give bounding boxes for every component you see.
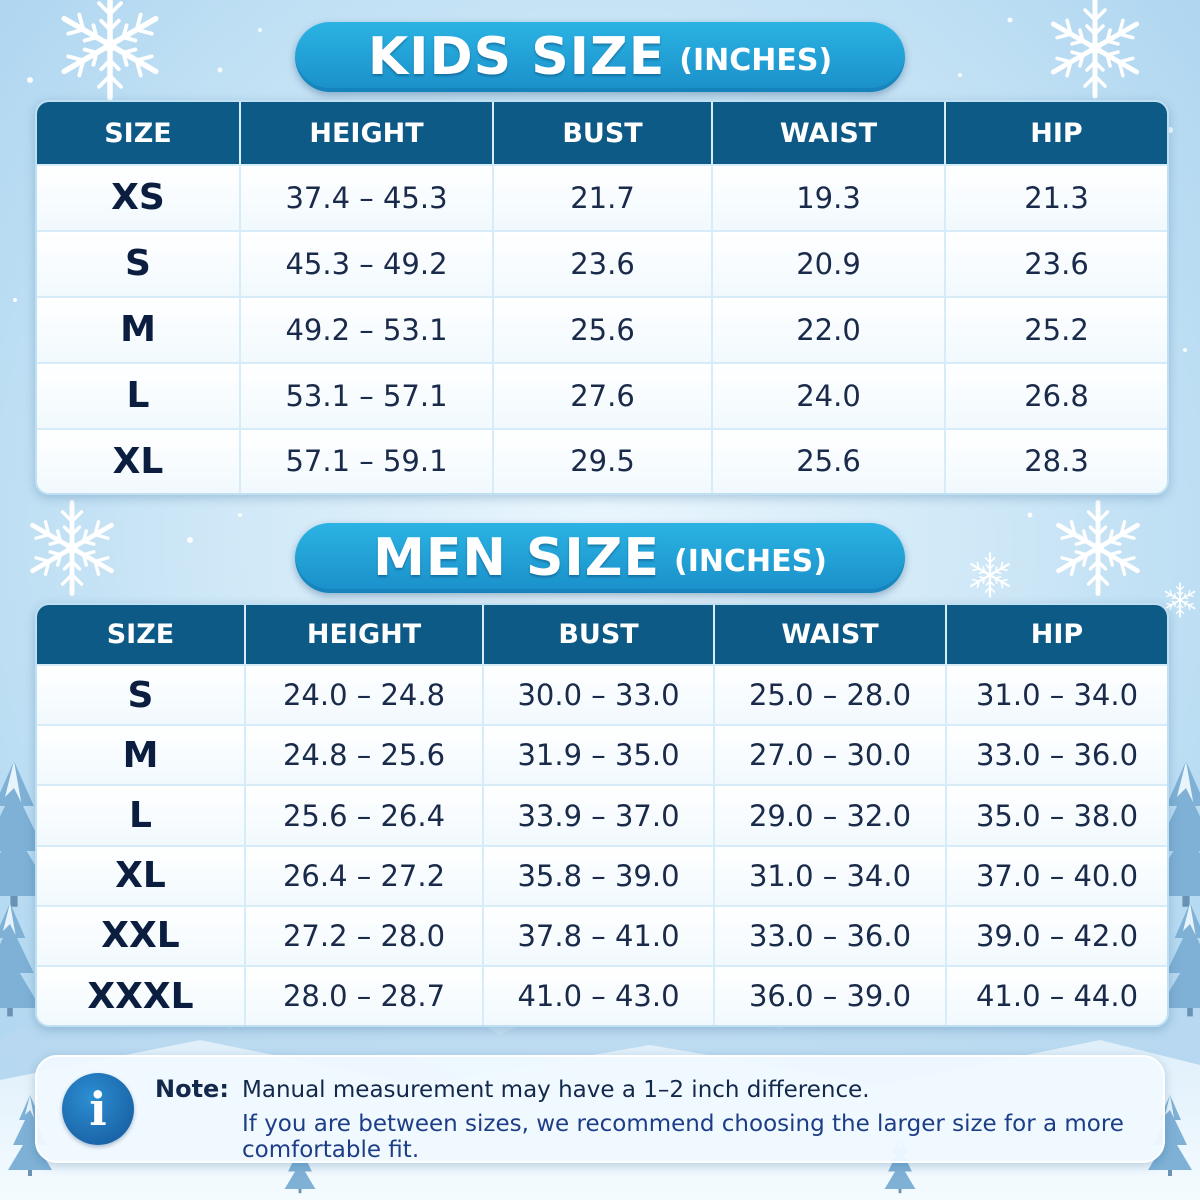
note-box: i Note: Manual measurement may have a 1–… [35,1055,1165,1163]
men-header-height: HEIGHT [244,605,483,665]
hip-cell: 33.0 – 36.0 [945,724,1167,786]
kids-header-bust: BUST [492,102,712,165]
waist-cell: 20.9 [711,229,945,297]
kids-size-table: SIZE HEIGHT BUST WAIST HIP XS 37.4 – 45.… [35,100,1169,495]
height-cell: 49.2 – 53.1 [239,295,493,363]
waist-cell: 22.0 [711,295,945,363]
height-cell: 37.4 – 45.3 [239,164,493,231]
size-cell: L [37,784,245,846]
height-cell: 28.0 – 28.7 [244,965,483,1025]
bust-cell: 23.6 [492,229,712,297]
size-cell: S [37,229,240,297]
size-cell: XL [37,844,245,906]
height-cell: 57.1 – 59.1 [239,427,493,493]
men-title-unit: (INCHES) [674,543,827,579]
bust-cell: 35.8 – 39.0 [482,844,714,906]
kids-title-unit: (INCHES) [679,42,833,78]
table-row: XL 57.1 – 59.1 29.5 25.6 28.3 [37,427,1167,493]
size-cell: M [37,295,240,363]
hip-cell: 21.3 [944,164,1167,231]
size-cell: XXXL [37,965,245,1025]
men-size-table: SIZE HEIGHT BUST WAIST HIP S 24.0 – 24.8… [35,603,1169,1027]
waist-cell: 24.0 [711,361,945,429]
height-cell: 24.0 – 24.8 [244,663,483,726]
men-header-hip: HIP [945,605,1167,665]
kids-header-waist: WAIST [711,102,945,165]
hip-cell: 35.0 – 38.0 [945,784,1167,846]
bust-cell: 25.6 [492,295,712,363]
bust-cell: 31.9 – 35.0 [482,724,714,786]
men-title-text: MEN SIZE [373,528,660,588]
bust-cell: 37.8 – 41.0 [482,904,714,967]
table-row: S 24.0 – 24.8 30.0 – 33.0 25.0 – 28.0 31… [37,663,1167,726]
table-row: XL 26.4 – 27.2 35.8 – 39.0 31.0 – 34.0 3… [37,844,1167,906]
table-row: L 25.6 – 26.4 33.9 – 37.0 29.0 – 32.0 35… [37,784,1167,846]
hip-cell: 25.2 [944,295,1167,363]
men-header-size: SIZE [37,605,245,665]
hip-cell: 37.0 – 40.0 [945,844,1167,906]
kids-header-size: SIZE [37,102,240,165]
waist-cell: 29.0 – 32.0 [713,784,946,846]
kids-title-text: KIDS SIZE [367,27,666,87]
table-row: S 45.3 – 49.2 23.6 20.9 23.6 [37,229,1167,297]
waist-cell: 36.0 – 39.0 [713,965,946,1025]
bust-cell: 21.7 [492,164,712,231]
note-label: Note: [155,1075,229,1103]
height-cell: 24.8 – 25.6 [244,724,483,786]
waist-cell: 25.0 – 28.0 [713,663,946,726]
kids-header-row: SIZE HEIGHT BUST WAIST HIP [37,102,1167,165]
kids-header-height: HEIGHT [239,102,493,165]
hip-cell: 31.0 – 34.0 [945,663,1167,726]
hip-cell: 41.0 – 44.0 [945,965,1167,1025]
info-icon: i [62,1073,134,1145]
height-cell: 45.3 – 49.2 [239,229,493,297]
size-cell: XL [37,427,240,493]
note-line-2: If you are between sizes, we recommend c… [242,1111,1124,1163]
height-cell: 27.2 – 28.0 [244,904,483,967]
hip-cell: 23.6 [944,229,1167,297]
table-row: XXXL 28.0 – 28.7 41.0 – 43.0 36.0 – 39.0… [37,965,1167,1025]
waist-cell: 31.0 – 34.0 [713,844,946,906]
bust-cell: 33.9 – 37.0 [482,784,714,846]
hip-cell: 28.3 [944,427,1167,493]
height-cell: 26.4 – 27.2 [244,844,483,906]
table-row: M 24.8 – 25.6 31.9 – 35.0 27.0 – 30.0 33… [37,724,1167,786]
bust-cell: 41.0 – 43.0 [482,965,714,1025]
men-header-row: SIZE HEIGHT BUST WAIST HIP [37,605,1167,665]
waist-cell: 33.0 – 36.0 [713,904,946,967]
size-cell: M [37,724,245,786]
table-row: L 53.1 – 57.1 27.6 24.0 26.8 [37,361,1167,429]
kids-size-title: KIDS SIZE (INCHES) [295,22,905,92]
note-line-1: Manual measurement may have a 1–2 inch d… [242,1077,870,1103]
waist-cell: 27.0 – 30.0 [713,724,946,786]
men-header-bust: BUST [482,605,714,665]
table-row: XS 37.4 – 45.3 21.7 19.3 21.3 [37,164,1167,231]
size-cell: XXL [37,904,245,967]
kids-header-hip: HIP [944,102,1167,165]
height-cell: 53.1 – 57.1 [239,361,493,429]
height-cell: 25.6 – 26.4 [244,784,483,846]
men-size-title: MEN SIZE (INCHES) [295,523,905,593]
bust-cell: 27.6 [492,361,712,429]
size-cell: XS [37,164,240,231]
size-cell: S [37,663,245,726]
size-cell: L [37,361,240,429]
waist-cell: 19.3 [711,164,945,231]
men-header-waist: WAIST [713,605,946,665]
hip-cell: 26.8 [944,361,1167,429]
table-row: M 49.2 – 53.1 25.6 22.0 25.2 [37,295,1167,363]
bust-cell: 29.5 [492,427,712,493]
bust-cell: 30.0 – 33.0 [482,663,714,726]
table-row: XXL 27.2 – 28.0 37.8 – 41.0 33.0 – 36.0 … [37,904,1167,967]
waist-cell: 25.6 [711,427,945,493]
hip-cell: 39.0 – 42.0 [945,904,1167,967]
